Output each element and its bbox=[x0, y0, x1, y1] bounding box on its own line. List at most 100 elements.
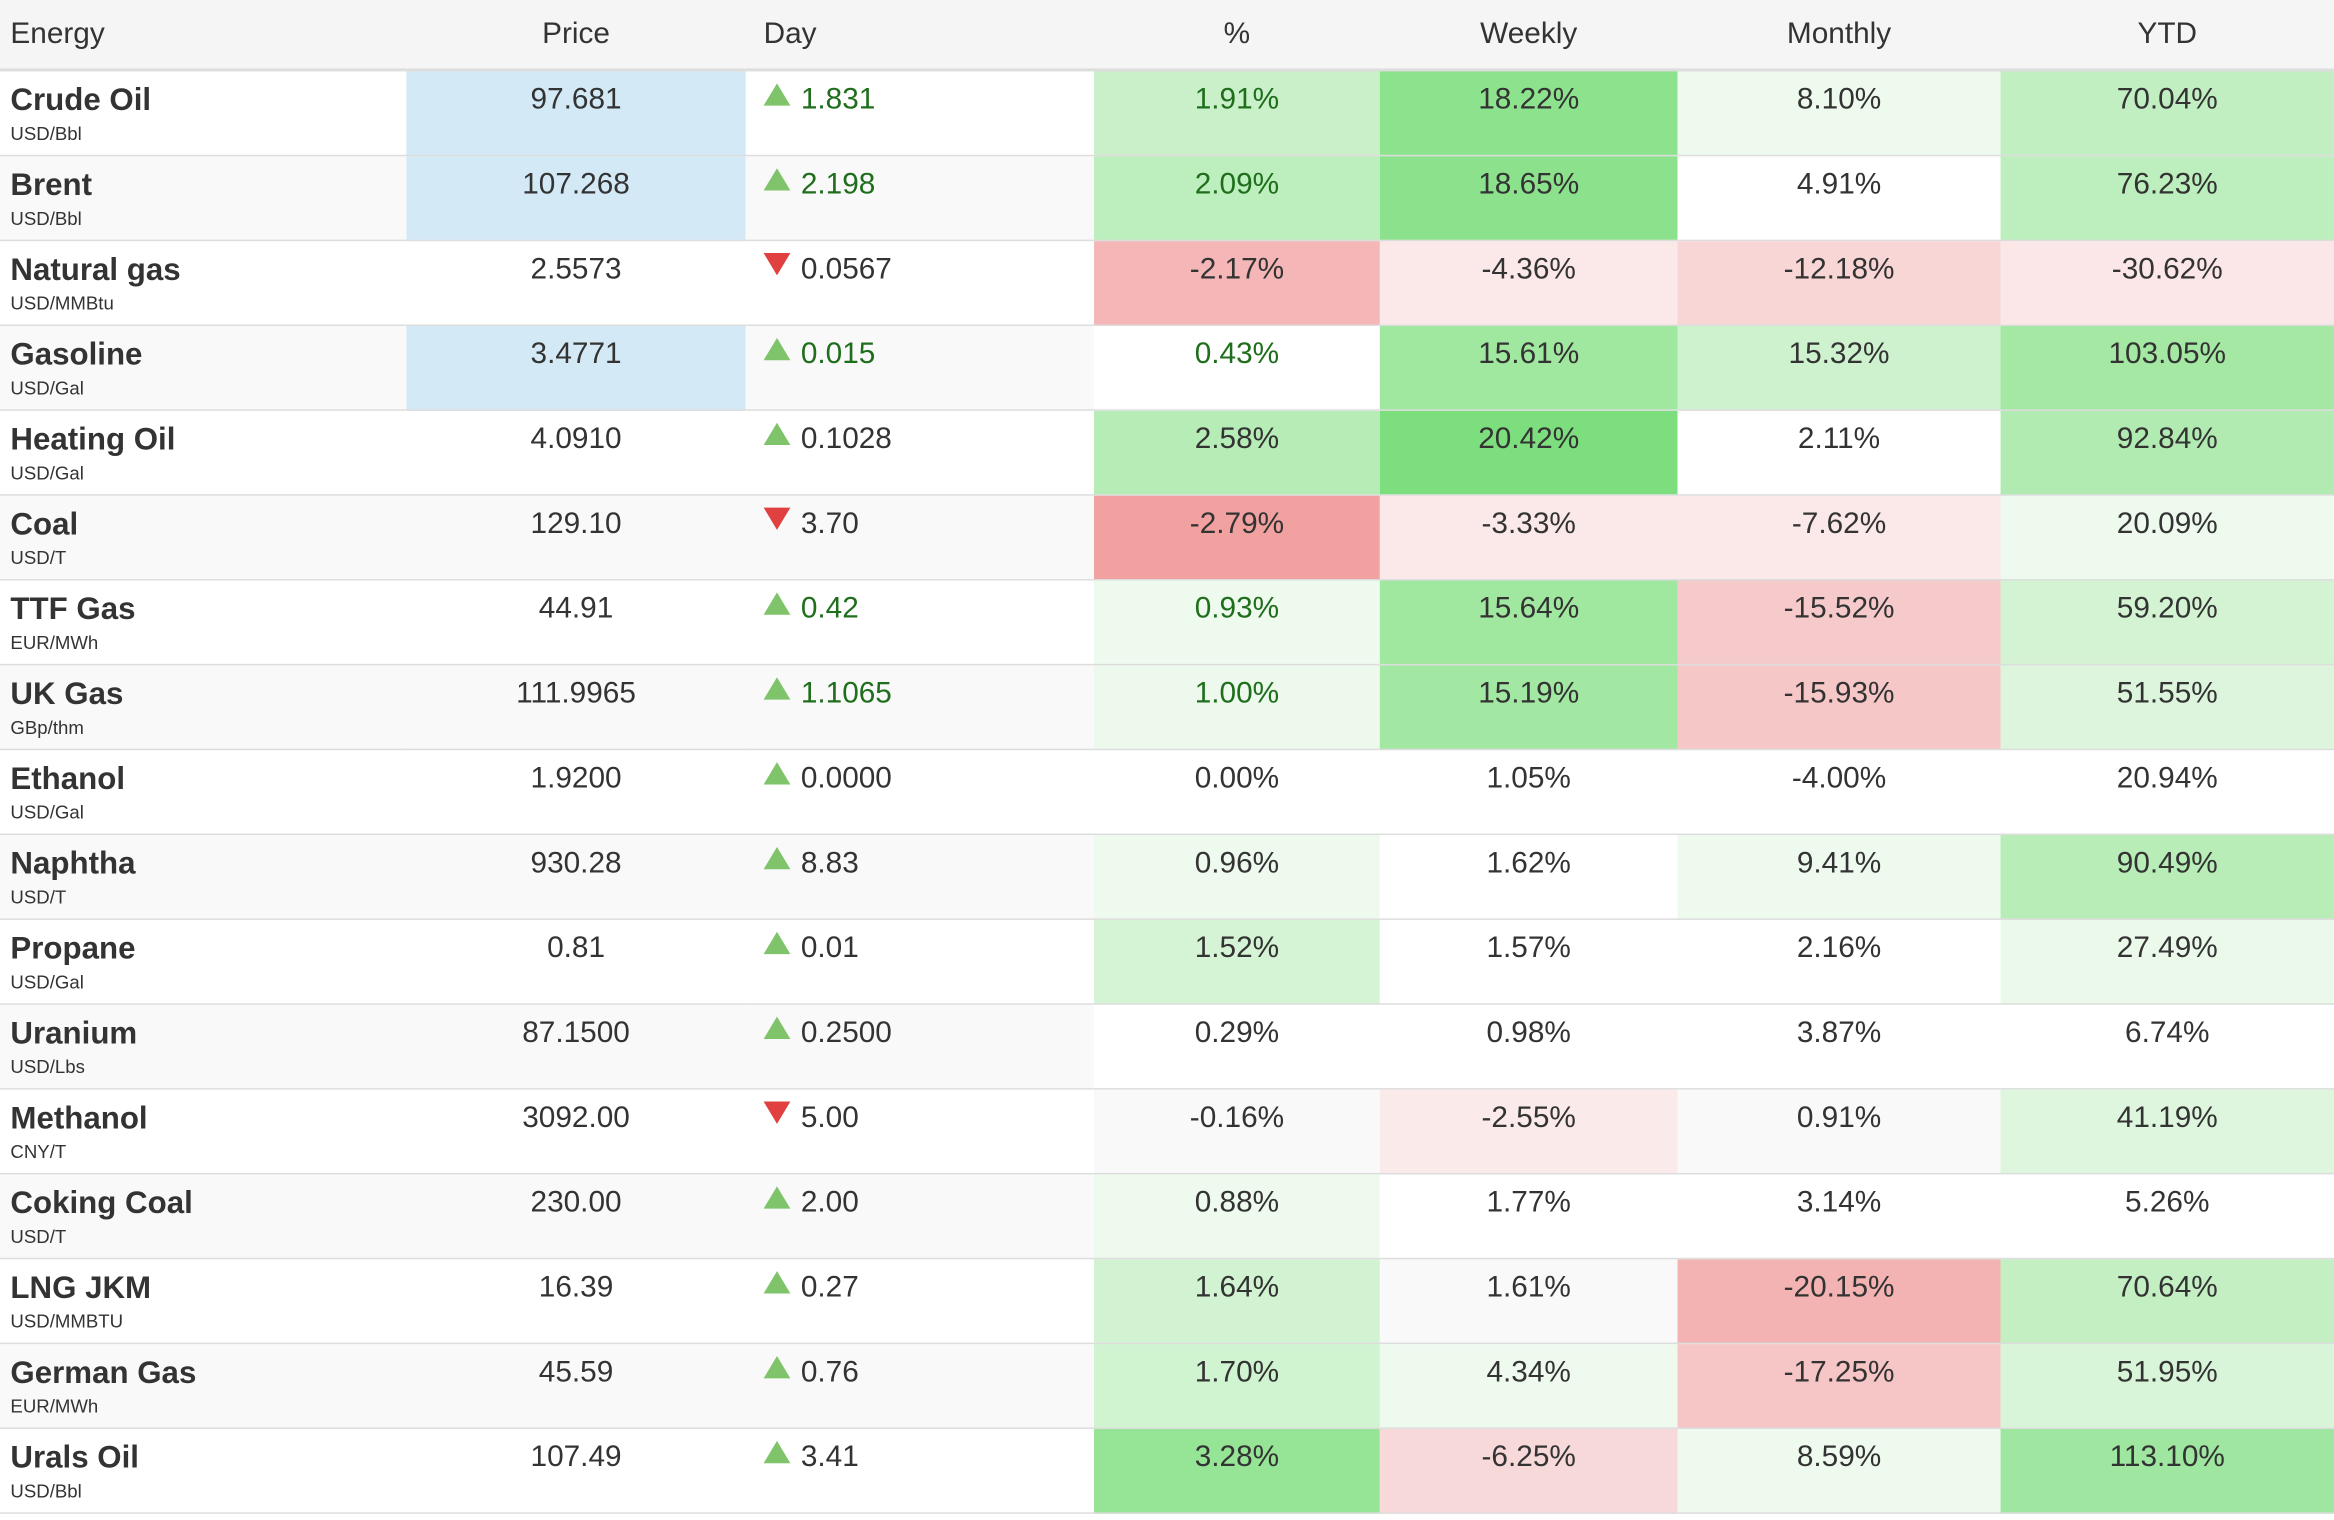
commodity-cell[interactable]: Brent USD/Bbl bbox=[0, 155, 407, 242]
price-cell: 930.28 bbox=[406, 834, 746, 920]
ytd-change-cell: 59.20% bbox=[2000, 579, 2334, 666]
table-row[interactable]: German Gas EUR/MWh 45.59 0.76 1.70% 4.34% -17.… bbox=[0, 1343, 2334, 1429]
commodity-cell[interactable]: Methanol CNY/T bbox=[0, 1088, 407, 1175]
weekly-change-cell: 1.77% bbox=[1379, 1173, 1678, 1260]
price-cell: 111.9965 bbox=[406, 664, 746, 751]
commodity-name-link[interactable]: Brent bbox=[10, 168, 93, 203]
weekly-change-value: -6.25% bbox=[1481, 1440, 1576, 1474]
commodity-name-link[interactable]: Coal bbox=[10, 507, 79, 542]
percent-change-cell: 0.29% bbox=[1094, 1003, 1380, 1090]
monthly-change-cell: -17.25% bbox=[1677, 1343, 2001, 1429]
commodity-unit: USD/Bbl bbox=[10, 208, 82, 230]
commodity-name-link[interactable]: UK Gas bbox=[10, 677, 124, 712]
day-change-value: 1.831 bbox=[800, 83, 876, 117]
table-row[interactable]: Naphtha USD/T 930.28 8.83 0.96% 1.62% 9.41% 90.… bbox=[0, 834, 2334, 920]
monthly-change-cell: 8.59% bbox=[1677, 1428, 2001, 1514]
triangle-up-icon bbox=[763, 1356, 791, 1379]
header-day[interactable]: Day bbox=[745, 0, 1095, 72]
commodity-cell[interactable]: Urals Oil USD/Bbl bbox=[0, 1428, 407, 1514]
table-row[interactable]: Gasoline USD/Gal 3.4771 0.015 0.43% 15.61% 15.… bbox=[0, 325, 2334, 411]
commodity-cell[interactable]: Gasoline USD/Gal bbox=[0, 325, 407, 411]
commodity-cell[interactable]: Heating Oil USD/Gal bbox=[0, 410, 407, 496]
commodity-name-link[interactable]: Urals Oil bbox=[10, 1440, 139, 1476]
price-cell: 107.49 bbox=[406, 1428, 746, 1514]
commodity-name-link[interactable]: Ethanol bbox=[10, 762, 126, 797]
monthly-change-value: 8.10% bbox=[1796, 83, 1882, 117]
price-cell: 107.268 bbox=[406, 155, 746, 242]
header-energy[interactable]: Energy bbox=[0, 0, 407, 72]
commodity-name-link[interactable]: Heating Oil bbox=[10, 422, 176, 457]
table-row[interactable]: Methanol CNY/T 3092.00 5.00 -0.16% -2.55% 0.91… bbox=[0, 1088, 2334, 1175]
table-row[interactable]: Coking Coal USD/T 230.00 2.00 0.88% 1.77% 3.14… bbox=[0, 1173, 2334, 1260]
commodity-cell[interactable]: UK Gas GBp/thm bbox=[0, 664, 407, 751]
table-row[interactable]: Crude Oil USD/Bbl 97.681 1.831 1.91% 18.22% 8.… bbox=[0, 69, 2334, 157]
table-row[interactable]: Ethanol USD/Gal 1.9200 0.0000 0.00% 1.05% -4.0… bbox=[0, 749, 2334, 836]
ytd-change-value: -30.62% bbox=[2111, 253, 2223, 286]
ytd-change-cell: 103.05% bbox=[2000, 325, 2334, 411]
commodity-name-link[interactable]: Crude Oil bbox=[10, 83, 152, 118]
header-monthly[interactable]: Monthly bbox=[1677, 0, 2001, 72]
table-row[interactable]: Natural gas USD/MMBtu 2.5573 0.0567 -2.17% -4… bbox=[0, 240, 2334, 326]
table-row[interactable]: Heating Oil USD/Gal 4.0910 0.1028 2.58% 20.42… bbox=[0, 410, 2334, 496]
triangle-up-icon bbox=[763, 677, 791, 700]
ytd-change-cell: 20.94% bbox=[2000, 749, 2334, 836]
percent-change-value: -2.17% bbox=[1189, 253, 1285, 286]
commodity-name-link[interactable]: TTF Gas bbox=[10, 592, 136, 627]
triangle-up-icon bbox=[763, 1016, 791, 1039]
commodity-cell[interactable]: LNG JKM USD/MMBTU bbox=[0, 1258, 407, 1345]
price-cell: 3.4771 bbox=[406, 325, 746, 411]
table-row[interactable]: Brent USD/Bbl 107.268 2.198 2.09% 18.65% 4.91%… bbox=[0, 155, 2334, 242]
percent-change-cell: 1.91% bbox=[1094, 69, 1380, 157]
percent-change-value: 1.64% bbox=[1194, 1271, 1280, 1304]
header-price[interactable]: Price bbox=[406, 0, 746, 72]
commodity-name-link[interactable]: Uranium bbox=[10, 1016, 138, 1051]
ytd-change-cell: 92.84% bbox=[2000, 410, 2334, 496]
header-percent[interactable]: % bbox=[1094, 0, 1380, 72]
weekly-change-cell: 18.65% bbox=[1379, 155, 1678, 242]
monthly-change-value: 0.91% bbox=[1796, 1101, 1882, 1135]
commodity-name-link[interactable]: Propane bbox=[10, 931, 136, 967]
table-header-row: Energy Price Day % Weekly Monthly YTD bbox=[0, 0, 2334, 72]
commodity-cell[interactable]: Uranium USD/Lbs bbox=[0, 1003, 407, 1090]
commodity-unit: USD/Gal bbox=[10, 378, 84, 399]
table-row[interactable]: UK Gas GBp/thm 111.9965 1.1065 1.00% 15.19% -1… bbox=[0, 664, 2334, 751]
ytd-change-cell: 27.49% bbox=[2000, 919, 2334, 1005]
ytd-change-value: 103.05% bbox=[2108, 337, 2227, 371]
percent-change-value: 0.93% bbox=[1194, 592, 1280, 626]
commodity-name-link[interactable]: LNG JKM bbox=[10, 1271, 152, 1306]
commodity-name-link[interactable]: German Gas bbox=[10, 1356, 197, 1391]
table-row[interactable]: TTF Gas EUR/MWh 44.91 0.42 0.93% 15.64% -15.52… bbox=[0, 579, 2334, 666]
commodity-cell[interactable]: Coal USD/T bbox=[0, 494, 407, 581]
day-change-cell: 0.01 bbox=[745, 919, 1095, 1005]
table-row[interactable]: Propane USD/Gal 0.81 0.01 1.52% 1.57% 2.16% 27.… bbox=[0, 919, 2334, 1005]
table-row[interactable]: Coal USD/T 129.10 3.70 -2.79% -3.33% -7.62% 20.… bbox=[0, 494, 2334, 581]
commodity-cell[interactable]: Crude Oil USD/Bbl bbox=[0, 69, 407, 157]
commodity-name-link[interactable]: Methanol bbox=[10, 1101, 148, 1136]
table-row[interactable]: Urals Oil USD/Bbl 107.49 3.41 3.28% -6.25% 8.5… bbox=[0, 1428, 2334, 1514]
percent-change-value: 1.52% bbox=[1194, 931, 1280, 965]
table-row[interactable]: Uranium USD/Lbs 87.1500 0.2500 0.29% 0.98% 3.8… bbox=[0, 1003, 2334, 1090]
commodity-cell[interactable]: Natural gas USD/MMBtu bbox=[0, 240, 407, 326]
price-cell: 129.10 bbox=[406, 494, 746, 581]
commodity-cell[interactable]: Ethanol USD/Gal bbox=[0, 749, 407, 836]
ytd-change-value: 20.09% bbox=[2116, 507, 2218, 541]
percent-change-value: 3.28% bbox=[1194, 1440, 1280, 1474]
header-weekly[interactable]: Weekly bbox=[1379, 0, 1678, 72]
header-ytd[interactable]: YTD bbox=[2000, 0, 2334, 72]
commodity-cell[interactable]: TTF Gas EUR/MWh bbox=[0, 579, 407, 666]
weekly-change-cell: 15.64% bbox=[1379, 579, 1678, 666]
commodity-name-link[interactable]: Gasoline bbox=[10, 337, 143, 373]
commodity-name-link[interactable]: Coking Coal bbox=[10, 1186, 193, 1221]
commodity-name-link[interactable]: Natural gas bbox=[10, 253, 181, 288]
monthly-change-value: 2.16% bbox=[1796, 931, 1882, 965]
commodity-name-link[interactable]: Naphtha bbox=[10, 846, 136, 882]
commodity-cell[interactable]: Propane USD/Gal bbox=[0, 919, 407, 1005]
monthly-change-cell: -15.93% bbox=[1677, 664, 2001, 751]
table-row[interactable]: LNG JKM USD/MMBTU 16.39 0.27 1.64% 1.61% -20.1… bbox=[0, 1258, 2334, 1345]
percent-change-cell: 1.70% bbox=[1094, 1343, 1380, 1429]
commodity-cell[interactable]: Coking Coal USD/T bbox=[0, 1173, 407, 1260]
commodity-cell[interactable]: German Gas EUR/MWh bbox=[0, 1343, 407, 1429]
day-change-cell: 2.198 bbox=[745, 155, 1095, 242]
commodity-cell[interactable]: Naphtha USD/T bbox=[0, 834, 407, 920]
weekly-change-value: 0.98% bbox=[1486, 1016, 1571, 1050]
